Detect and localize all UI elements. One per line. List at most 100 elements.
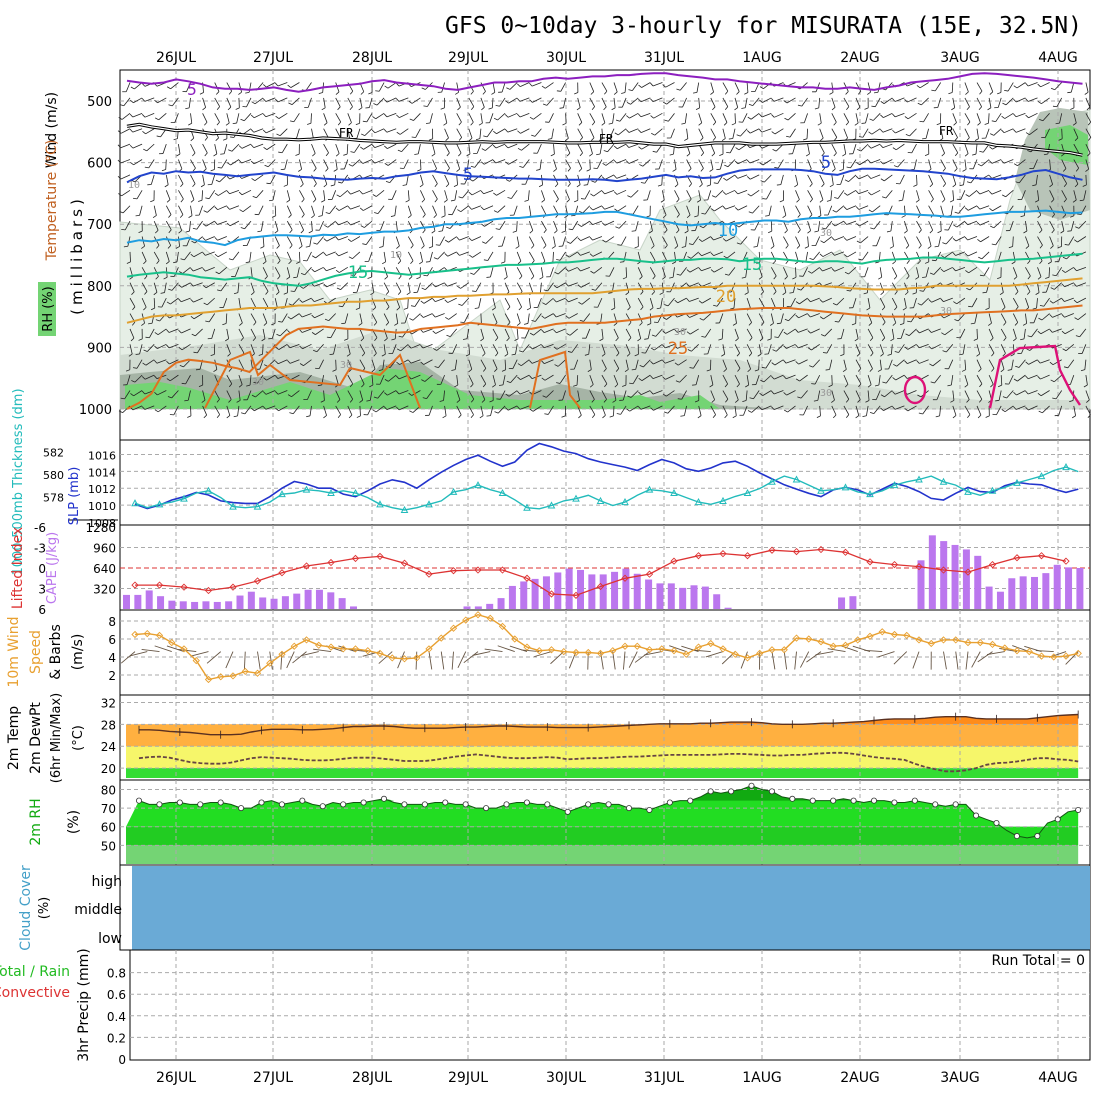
- wind-barb-flag: [674, 329, 678, 333]
- rh2m-marker: [830, 797, 837, 804]
- rh2m-marker: [156, 801, 163, 808]
- wind-barb-shaft: [957, 313, 966, 322]
- wind-barb-shaft: [528, 236, 535, 246]
- wind-barb-flag: [736, 352, 740, 357]
- wind-barb-flag: [601, 222, 606, 226]
- wind-barb-flag: [410, 244, 414, 249]
- wind-barb-shaft: [352, 251, 361, 259]
- wind-barb-flag: [384, 276, 388, 280]
- wind-barb-shaft: [562, 236, 566, 247]
- wind-barb-shaft: [847, 189, 857, 196]
- wind-barb-flag: [205, 320, 210, 323]
- cape-bar: [701, 586, 709, 609]
- wind-barb-flag: [507, 306, 511, 311]
- wind-barb-shaft: [689, 313, 699, 318]
- wind-barb-flag: [749, 337, 753, 341]
- wind-barb-flag: [178, 298, 182, 303]
- wind-barb-flag: [262, 406, 267, 410]
- wind-barb-flag: [481, 399, 486, 403]
- wind-barb-flag: [289, 412, 294, 415]
- wind-barb-shaft: [1041, 313, 1050, 321]
- wind-barb-shaft: [689, 297, 699, 302]
- wind-barb-shaft: [126, 375, 131, 385]
- wind-barb-flag: [1025, 361, 1029, 365]
- rh2m-tick-label: 60: [101, 821, 116, 835]
- wind-barb-shaft: [536, 143, 542, 154]
- wind-barb-flag: [1025, 132, 1030, 136]
- wind-barb-flag: [457, 106, 461, 111]
- wind-barb-shaft: [813, 251, 821, 260]
- wind-barb-flag: [250, 291, 255, 296]
- wind-barb-flag: [797, 229, 801, 234]
- wind-barb-shaft: [562, 390, 566, 401]
- wind-barb-shaft: [1070, 374, 1075, 385]
- wind-barb-flag: [541, 344, 545, 349]
- wind-barb-shaft: [256, 190, 264, 199]
- wind-barb-flag: [723, 368, 727, 373]
- wind-barb-shaft: [516, 297, 522, 308]
- wind-barb-flag: [978, 106, 982, 111]
- wind-barb-flag: [495, 352, 499, 357]
- wind-barb-flag: [504, 128, 509, 133]
- wind-barb-shaft: [544, 313, 554, 319]
- wind-barb-shaft: [831, 113, 837, 123]
- wind-barb-flag: [131, 291, 135, 295]
- wind-barb-flag: [468, 368, 473, 373]
- wind-barb-shaft: [407, 190, 410, 201]
- wind-barb-shaft: [613, 328, 619, 339]
- wind-barb-flag: [591, 106, 595, 110]
- cape-bar: [599, 574, 607, 609]
- wind-barb-flag: [144, 166, 149, 169]
- wind-barb-flag: [235, 107, 240, 110]
- wind-barb-flag: [347, 205, 351, 210]
- wind-barb-shaft: [386, 97, 397, 103]
- lifted-index-line: [135, 548, 1067, 596]
- wind-barb-shaft: [316, 344, 324, 353]
- wind-barb-flag: [565, 315, 570, 319]
- wind-barb-flag: [688, 168, 692, 172]
- wind-barb-shaft: [609, 267, 615, 277]
- wind-barb-flag: [804, 246, 809, 249]
- wind-barb-flag: [419, 261, 423, 265]
- wind-barb-shaft: [1012, 282, 1019, 292]
- wind-barb-shaft: [236, 113, 240, 124]
- wind-barb-flag: [1003, 322, 1007, 326]
- wind-barb-flag: [954, 168, 958, 172]
- wind10-barb: [472, 651, 491, 656]
- wind-barb-shaft: [1085, 159, 1090, 170]
- wind-barb-flag: [264, 276, 268, 280]
- wind-barb-flag: [886, 230, 892, 233]
- wind-barb-flag: [505, 161, 509, 165]
- wind-barb-flag: [819, 137, 824, 142]
- wind-barb-shaft: [865, 113, 869, 124]
- wind-barb-flag: [246, 384, 251, 387]
- wind-barb-flag: [238, 145, 243, 149]
- wind-barb-shaft: [998, 390, 1002, 401]
- wind-barb-shaft: [274, 298, 278, 308]
- wind-barb-flag: [422, 397, 427, 400]
- precip-frame: [129, 949, 1091, 1061]
- wind-barb-flag: [783, 100, 788, 104]
- wind-barb-shaft: [991, 159, 1002, 164]
- wind-barb-shaft: [202, 159, 207, 169]
- wind-barb-flag: [482, 383, 487, 388]
- wind-barb-shaft: [916, 220, 922, 231]
- wind-barb-shaft: [404, 313, 409, 324]
- wind-barb-flag: [384, 392, 388, 396]
- wind-barb-flag: [603, 399, 607, 403]
- precip-tick-label: 0: [118, 1053, 126, 1067]
- wind-barb-flag: [616, 352, 620, 357]
- wind-barb-shaft: [374, 143, 385, 148]
- wind-barb-shaft: [480, 405, 484, 416]
- wind-barb-flag: [173, 138, 178, 141]
- wind-barb-flag: [819, 316, 824, 320]
- wind10-barb: [1012, 645, 1030, 653]
- wind-barb-flag: [408, 100, 413, 104]
- lifted-index-marker: [866, 558, 874, 566]
- wind10-marker: [217, 673, 225, 681]
- wind-barb-shaft: [593, 266, 603, 274]
- wind10-marker: [670, 647, 678, 655]
- wind-barb-shaft: [964, 113, 971, 123]
- wind10-marker: [829, 642, 837, 650]
- wind-barb-shaft: [980, 236, 990, 243]
